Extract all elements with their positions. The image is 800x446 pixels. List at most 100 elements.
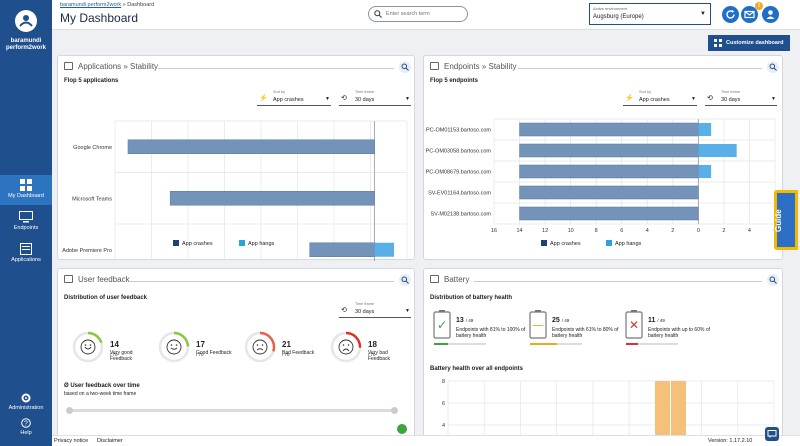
- messages-button[interactable]: [741, 6, 758, 23]
- x-tick-label: 14: [516, 228, 522, 234]
- battery-bar[interactable]: [671, 381, 686, 439]
- x-tick-label: 12: [542, 228, 548, 234]
- count-value: 14: [110, 340, 119, 349]
- nav-help[interactable]: ? Help: [0, 414, 52, 444]
- very-good-face-icon: [80, 339, 96, 355]
- divider: [474, 281, 762, 282]
- category-label: PC-OM08679.bartoso.com: [426, 170, 492, 176]
- bar-app-crashes[interactable]: [127, 139, 375, 154]
- bar-app-crashes[interactable]: [169, 191, 375, 206]
- battery-label: Endpoints with 61% to 80% of battery hea…: [552, 327, 619, 339]
- time-frame-select[interactable]: ⟲ Time frame 30 days ▼: [339, 90, 411, 106]
- user-avatar[interactable]: [762, 6, 779, 23]
- bar-app-hangs[interactable]: [698, 122, 712, 137]
- window-icon: [64, 62, 73, 70]
- x-tick-label: 0: [697, 228, 700, 234]
- select-value: 30 days: [355, 309, 375, 315]
- select-value: 30 days: [721, 97, 741, 103]
- select-value: App crashes: [273, 97, 304, 103]
- bar-app-crashes[interactable]: [309, 242, 375, 257]
- bar-app-crashes[interactable]: [519, 143, 699, 158]
- sidebar: baramundi perform2work My Dashboard Endp…: [0, 0, 52, 446]
- customize-dashboard-button[interactable]: Customize dashboard: [708, 35, 790, 51]
- bar-app-hangs[interactable]: [698, 143, 737, 158]
- refresh-button[interactable]: [722, 6, 739, 23]
- over-time-subtitle: based on a two-week time frame: [64, 391, 137, 397]
- battery-item: ✓ 13 / 49 Endpoints with 81% to 100% of …: [432, 309, 525, 345]
- legend-app-crashes: App crashes: [173, 240, 213, 247]
- feedback-ring: [72, 331, 104, 363]
- x-tick-label: 16: [491, 228, 497, 234]
- breadcrumb: baramundi perform2work » Dashboard: [60, 2, 154, 8]
- bar-app-hangs[interactable]: [374, 242, 395, 257]
- nav-my-dashboard[interactable]: My Dashboard: [0, 175, 52, 205]
- logo[interactable]: [15, 10, 37, 32]
- chat-button[interactable]: [765, 427, 779, 441]
- feedback-label: Good Feedback: [196, 350, 232, 356]
- battery-item: — 25 / 49 Endpoints with 61% to 80% of b…: [528, 309, 618, 345]
- panel-title: Battery: [430, 275, 469, 284]
- page-title: My Dashboard: [60, 11, 139, 25]
- bar-app-crashes[interactable]: [519, 185, 699, 200]
- nav-applications[interactable]: Applications: [0, 239, 52, 269]
- applications-bar-chart: 80706050403020100Google ChromeMicrosoft …: [62, 120, 408, 261]
- magnify-icon: [401, 63, 409, 71]
- time-frame-select[interactable]: ⟲ Time frame 30 days ▼: [339, 302, 411, 318]
- count-total: / 49: [657, 318, 665, 323]
- search-box[interactable]: [368, 6, 468, 22]
- bar-app-crashes[interactable]: [519, 164, 699, 179]
- flash-icon: ⚡: [625, 95, 634, 102]
- panel-subtitle: Flop 5 endpoints: [430, 78, 478, 84]
- time-frame-select[interactable]: ⟲ Time frame 30 days ▼: [705, 90, 777, 106]
- count-total: / 70: [368, 352, 376, 357]
- feedback-label: Very good Feedback: [110, 350, 133, 362]
- battery-label: Endpoints with 81% to 100% of battery he…: [456, 327, 526, 339]
- x-tick-label: 2: [722, 228, 725, 234]
- feedback-ring: [330, 331, 362, 363]
- environment-select[interactable]: Active environment Augsburg (Europe) ▼: [589, 3, 711, 25]
- legend-app-hangs: App hangs: [606, 240, 641, 247]
- nav-administration[interactable]: Administration: [0, 389, 52, 419]
- panel-title-text: Battery: [444, 275, 470, 284]
- search-input[interactable]: [386, 9, 464, 19]
- category-label: Google Chrome: [73, 145, 112, 151]
- select-label: Sort by: [639, 90, 652, 94]
- count-value: 13: [456, 317, 464, 324]
- zoom-button[interactable]: [767, 61, 779, 73]
- zoom-button[interactable]: [399, 274, 411, 286]
- privacy-notice-link[interactable]: Privacy notice: [54, 438, 89, 444]
- environment-value: Augsburg (Europe): [593, 14, 644, 20]
- battery-bar[interactable]: [655, 381, 670, 439]
- x-tick-label: 6: [620, 228, 623, 234]
- sort-by-select[interactable]: ⚡ Sort by App crashes ▼: [257, 90, 331, 106]
- svg-text:✓: ✓: [437, 318, 447, 332]
- refresh-icon: [726, 9, 735, 19]
- battery-level-icon: ✕: [625, 310, 643, 339]
- x-tick-label: 4: [748, 228, 751, 234]
- disclaimer-link[interactable]: Disclaimer: [97, 438, 123, 444]
- breadcrumb-current: Dashboard: [127, 2, 155, 8]
- sort-by-select[interactable]: ⚡ Sort by App crashes ▼: [623, 90, 697, 106]
- bar-app-hangs[interactable]: [698, 164, 712, 179]
- y-tick-label: 8: [442, 379, 445, 385]
- zoom-button[interactable]: [767, 274, 779, 286]
- count-total: / 70: [282, 352, 290, 357]
- legend-app-hangs: App hangs: [239, 240, 274, 247]
- help-icon: ?: [21, 418, 31, 428]
- guide-tab[interactable]: Guide: [774, 190, 798, 250]
- dashboard-icon: [714, 39, 722, 47]
- feedback-label: Bad Feedback: [282, 350, 315, 356]
- chevron-down-icon: ▼: [771, 96, 776, 102]
- divider: [158, 68, 394, 69]
- select-value: App crashes: [639, 97, 670, 103]
- bar-app-crashes[interactable]: [519, 206, 699, 221]
- bar-app-crashes[interactable]: [519, 122, 699, 137]
- slider-handle-right[interactable]: [391, 407, 398, 414]
- breadcrumb-home-link[interactable]: baramundi perform2work: [60, 2, 122, 8]
- time-range-slider[interactable]: [66, 407, 398, 414]
- zoom-button[interactable]: [399, 61, 411, 73]
- nav-endpoints[interactable]: Endpoints: [0, 207, 52, 237]
- panel-title: User feedback: [64, 275, 130, 284]
- very-bad-face-icon: [338, 339, 354, 355]
- slider-handle-left[interactable]: [66, 407, 73, 414]
